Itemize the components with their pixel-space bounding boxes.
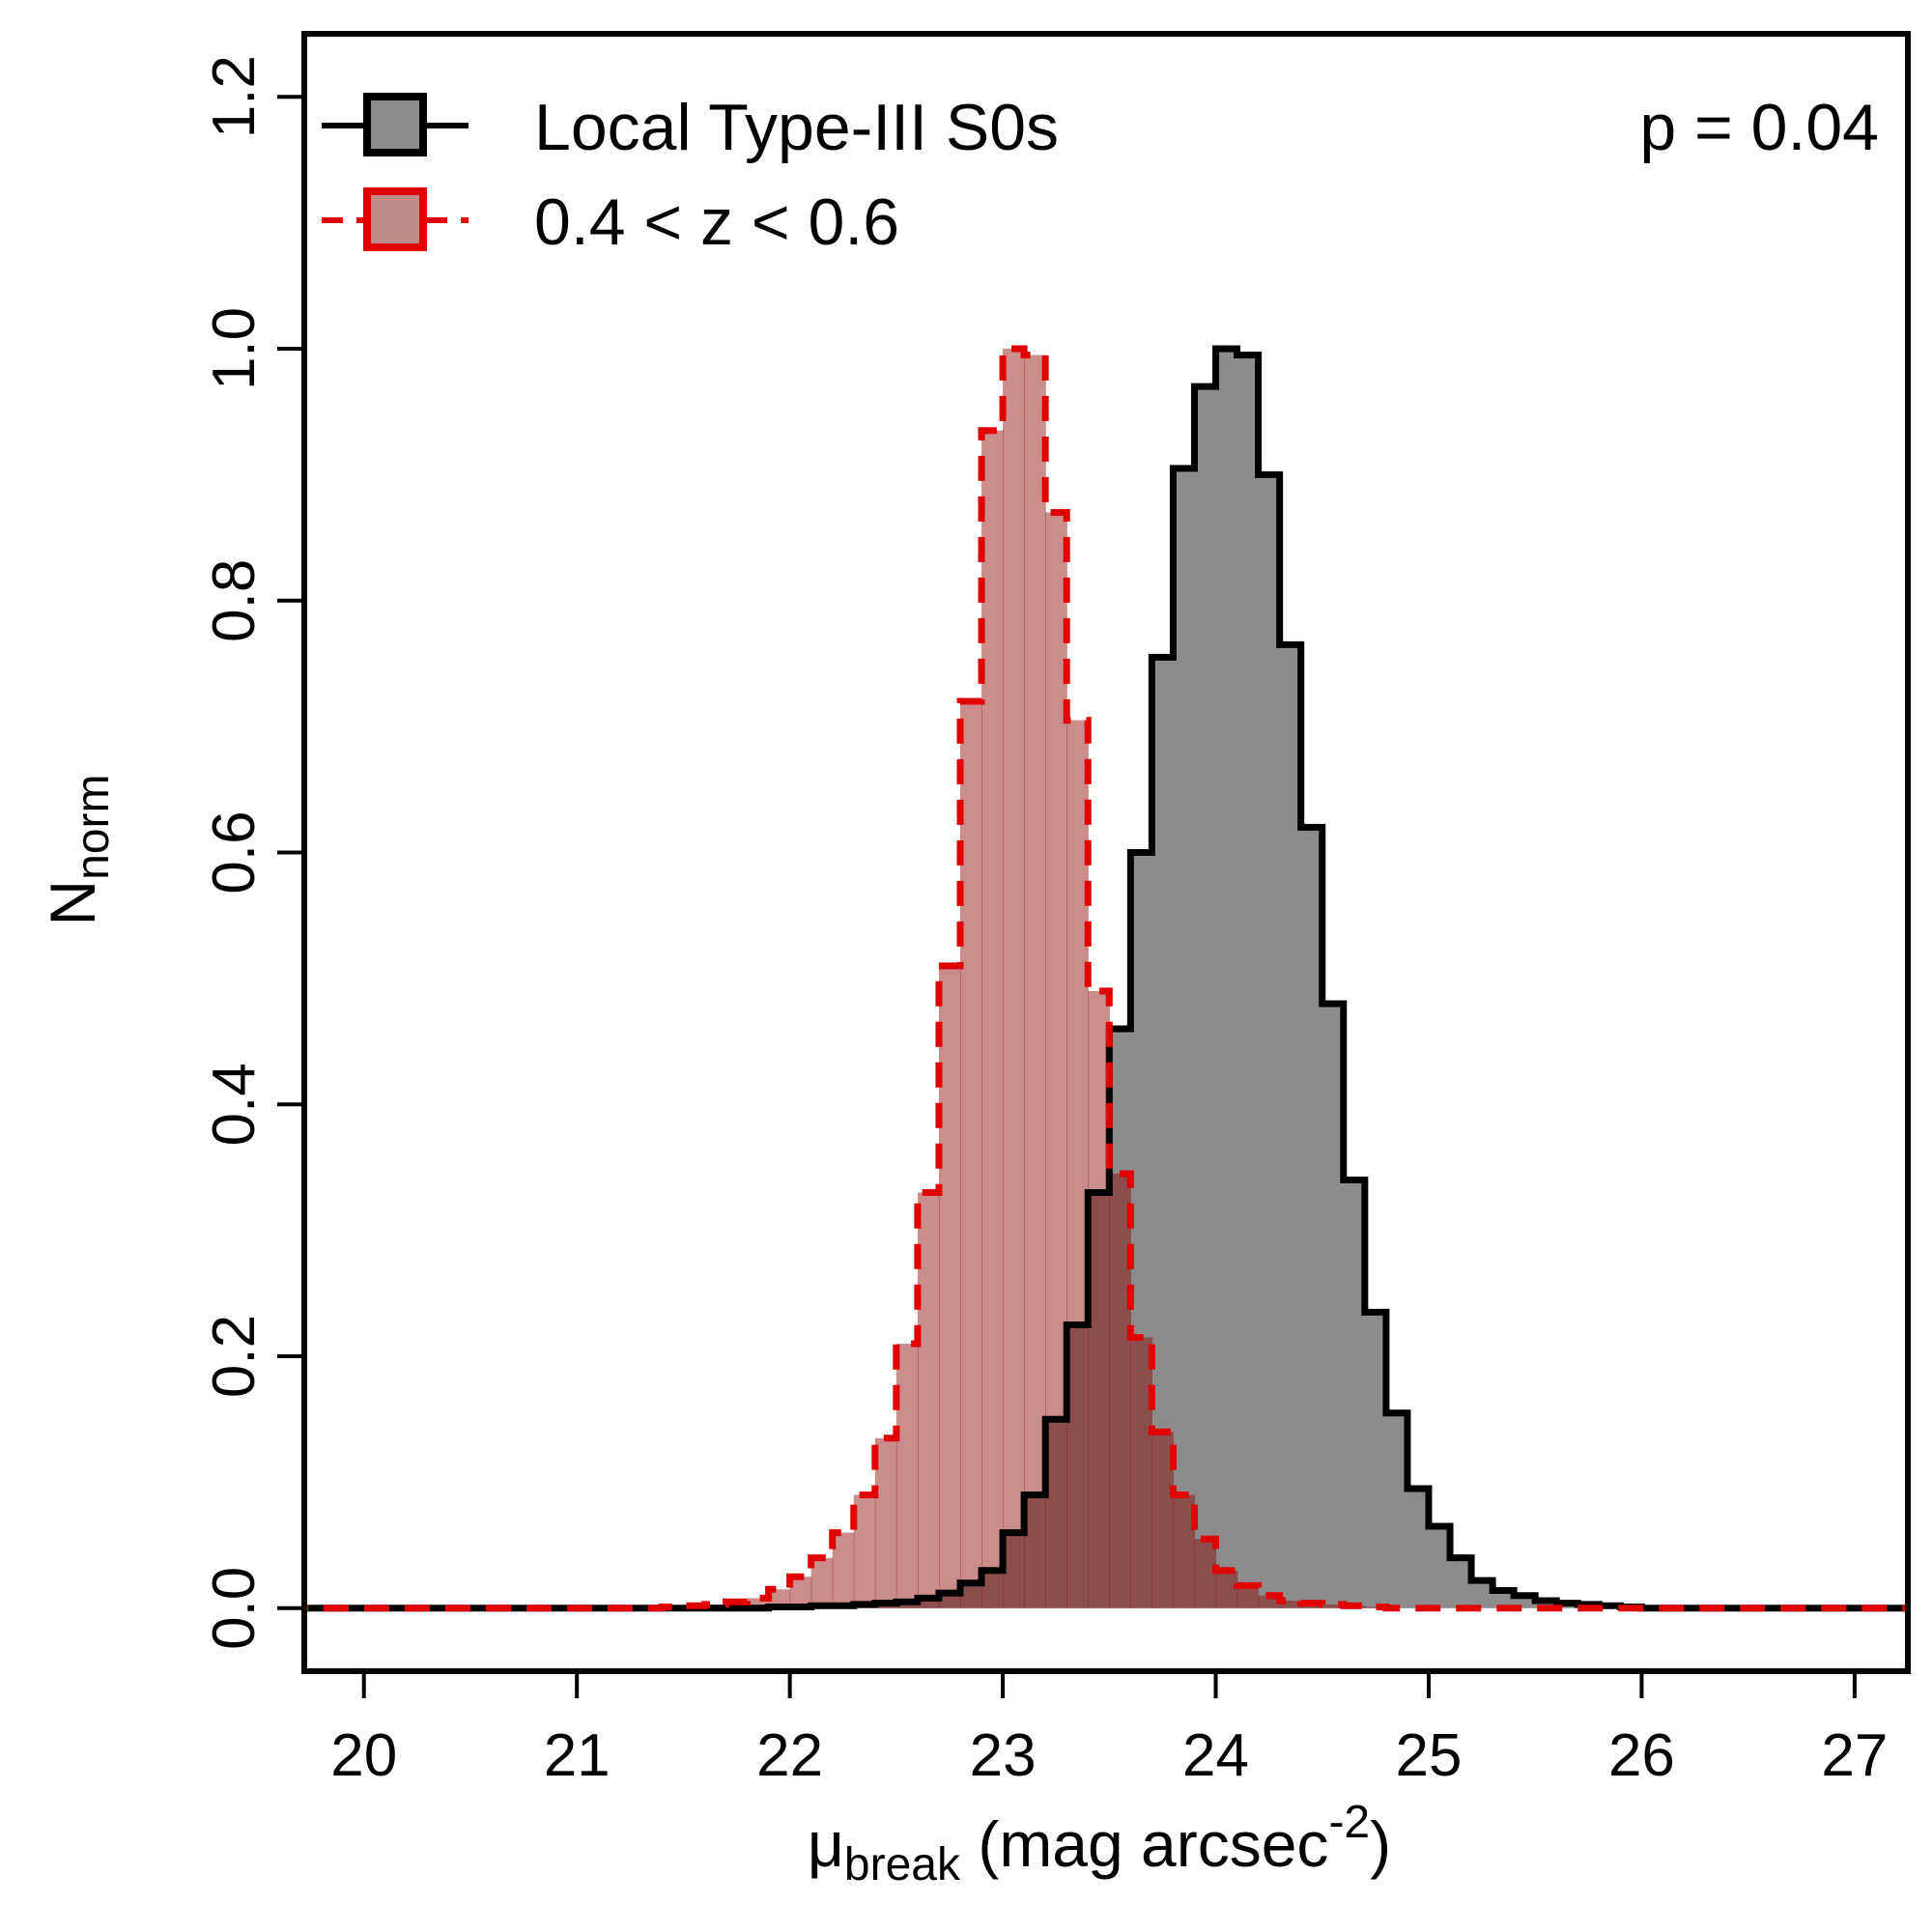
histogram-bar-z bbox=[1045, 512, 1067, 1608]
y-tick-label: 0.6 bbox=[201, 810, 268, 894]
histogram-bar-z bbox=[1130, 1337, 1152, 1608]
histogram-bar-local bbox=[938, 1593, 961, 1608]
histogram-bar-local bbox=[1343, 1179, 1366, 1608]
histogram-bar-z bbox=[1088, 990, 1110, 1608]
histogram-bar-local bbox=[917, 1598, 940, 1608]
y-axis-title: Nnorm bbox=[37, 774, 119, 925]
histogram-bar-local bbox=[1321, 1003, 1345, 1608]
histogram-bar-z bbox=[810, 1557, 834, 1608]
x-tick-label: 20 bbox=[330, 1722, 397, 1789]
histogram-bar-local bbox=[1385, 1412, 1408, 1608]
histogram-bar-local bbox=[1194, 386, 1217, 1608]
histogram-bar-local bbox=[1066, 1324, 1089, 1608]
histogram-bar-local bbox=[1428, 1526, 1451, 1608]
y-axis: 0.0 0.2 0.4 0.6 0.8 1.0 1.2 bbox=[201, 55, 306, 1650]
plot-area bbox=[304, 345, 1908, 1612]
x-tick-label: 22 bbox=[756, 1722, 823, 1789]
histogram-bar-local bbox=[1003, 1532, 1025, 1608]
x-axis-title: μbreak (mag arcsec-2) bbox=[808, 1797, 1391, 1890]
histogram-bar-z bbox=[832, 1532, 855, 1608]
histogram-bar-local bbox=[959, 1582, 982, 1608]
histogram-bar-z bbox=[1066, 720, 1089, 1608]
x-tick-label: 21 bbox=[544, 1722, 611, 1789]
y-tick-label: 1.0 bbox=[201, 307, 268, 390]
legend-swatch-z bbox=[363, 187, 427, 251]
legend-label-z: 0.4 < z < 0.6 bbox=[534, 185, 899, 259]
histogram-bar-z bbox=[981, 430, 1004, 1608]
histogram-bar-local bbox=[1406, 1488, 1430, 1608]
histogram-bar-z bbox=[1236, 1585, 1260, 1608]
series-lines bbox=[304, 345, 1908, 1612]
histogram-bar-z bbox=[1151, 1432, 1175, 1608]
histogram-outline-local bbox=[304, 345, 1908, 1612]
p-value-annotation: p = 0.04 bbox=[1639, 91, 1879, 164]
histogram-bar-local bbox=[1236, 355, 1260, 1608]
histogram-bar-z bbox=[1279, 1600, 1302, 1608]
x-tick-label: 23 bbox=[970, 1722, 1037, 1789]
histogram-bar-local bbox=[1535, 1600, 1557, 1608]
histogram-bar-local bbox=[1173, 468, 1196, 1608]
y-tick-label: 0.0 bbox=[201, 1567, 268, 1650]
histogram-bar-z bbox=[853, 1494, 876, 1608]
histogram-bar-local bbox=[1215, 348, 1238, 1608]
histogram-bar-local bbox=[981, 1570, 1004, 1608]
histogram-bar-local bbox=[1130, 852, 1152, 1608]
histogram-outline-z bbox=[304, 345, 1908, 1612]
histogram-bar-z bbox=[1321, 1604, 1345, 1608]
histogram-bar-z bbox=[1364, 1606, 1387, 1608]
histogram-bar-local bbox=[1450, 1557, 1472, 1608]
legend-label-local: Local Type-III S0s bbox=[534, 91, 1059, 164]
histogram-bar-local bbox=[1151, 657, 1175, 1608]
histogram-bar-z bbox=[938, 965, 961, 1608]
histogram-bar-local bbox=[1492, 1590, 1515, 1608]
series-fills bbox=[662, 348, 1643, 1608]
y-tick-label: 0.8 bbox=[201, 559, 268, 642]
histogram-bar-z bbox=[1024, 355, 1046, 1608]
legend-entry-z: 0.4 < z < 0.6 bbox=[322, 185, 899, 259]
histogram-bar-z bbox=[1173, 1494, 1196, 1608]
legend: Local Type-III S0s 0.4 < z < 0.6 bbox=[322, 91, 1059, 259]
histogram-bar-local bbox=[1088, 1192, 1110, 1608]
legend-swatch-local bbox=[363, 93, 427, 156]
histogram-bar-local bbox=[1279, 644, 1302, 1608]
histogram-bar-local bbox=[1024, 1494, 1046, 1608]
x-tick-label: 27 bbox=[1821, 1722, 1888, 1789]
histogram-bar-z bbox=[1194, 1539, 1217, 1608]
x-tick-label: 24 bbox=[1182, 1722, 1249, 1789]
x-tick-label: 26 bbox=[1608, 1722, 1675, 1789]
histogram-bar-local bbox=[1258, 474, 1281, 1608]
histogram-bar-z bbox=[874, 1437, 897, 1608]
histogram-bar-local bbox=[1471, 1580, 1493, 1608]
histogram-bar-z bbox=[747, 1598, 770, 1608]
y-tick-label: 0.2 bbox=[201, 1315, 268, 1398]
histogram-bar-z bbox=[1109, 1173, 1131, 1608]
y-tick-label: 0.4 bbox=[201, 1063, 268, 1146]
histogram-bar-z bbox=[895, 1344, 919, 1608]
y-tick-label: 1.2 bbox=[201, 55, 268, 138]
histogram-bar-z bbox=[1003, 348, 1025, 1608]
histogram-bar-z bbox=[917, 1192, 940, 1608]
legend-entry-local: Local Type-III S0s bbox=[322, 91, 1059, 164]
histogram-bar-local bbox=[1364, 1312, 1387, 1608]
x-tick-label: 25 bbox=[1395, 1722, 1462, 1789]
histogram-bar-z bbox=[1215, 1570, 1238, 1608]
histogram-bar-local bbox=[1300, 827, 1323, 1608]
histogram-bar-z bbox=[789, 1577, 812, 1608]
histogram-bar-local bbox=[1045, 1419, 1067, 1608]
x-axis: 20 21 22 23 24 25 26 27 bbox=[330, 1669, 1888, 1789]
histogram-bar-z bbox=[959, 701, 982, 1608]
histogram-bar-z bbox=[768, 1589, 791, 1608]
